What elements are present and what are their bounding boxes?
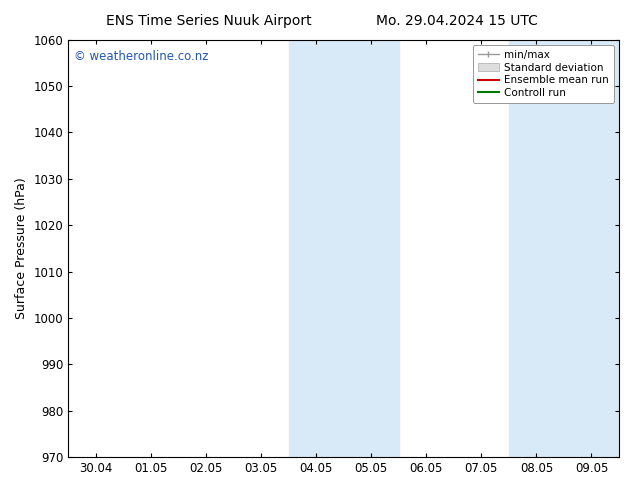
Bar — [288, 40, 399, 457]
Y-axis label: Surface Pressure (hPa): Surface Pressure (hPa) — [15, 177, 28, 319]
Text: Mo. 29.04.2024 15 UTC: Mo. 29.04.2024 15 UTC — [375, 14, 538, 28]
Text: ENS Time Series Nuuk Airport: ENS Time Series Nuuk Airport — [107, 14, 312, 28]
Bar — [509, 40, 619, 457]
Legend: min/max, Standard deviation, Ensemble mean run, Controll run: min/max, Standard deviation, Ensemble me… — [472, 45, 614, 103]
Text: © weatheronline.co.nz: © weatheronline.co.nz — [74, 50, 208, 63]
